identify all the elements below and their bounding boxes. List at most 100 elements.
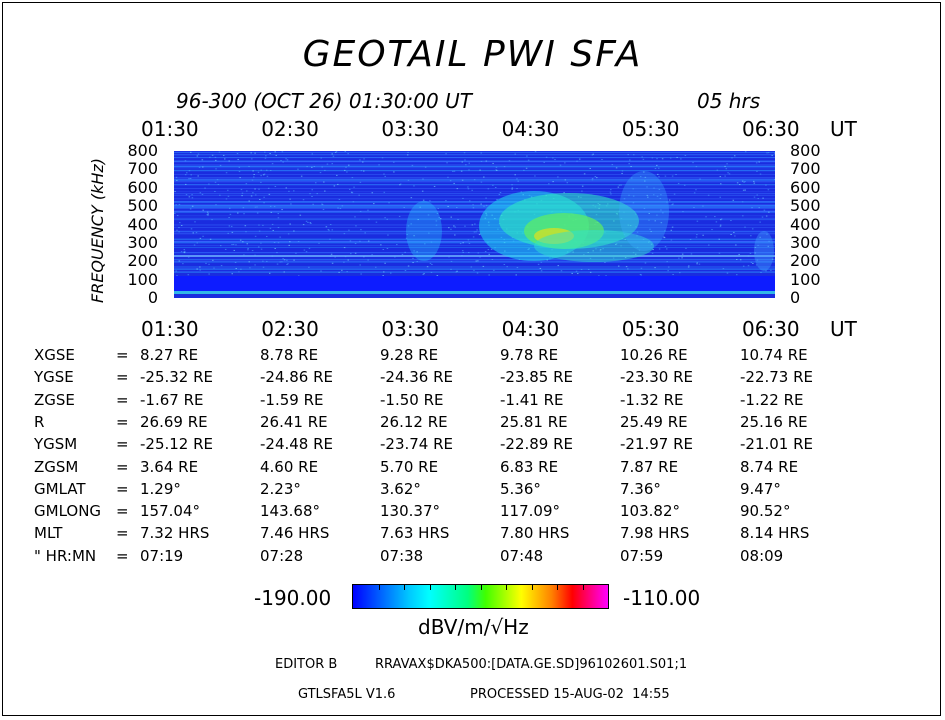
spectrogram-speckle [666, 261, 668, 263]
spectrogram-speckle [227, 232, 229, 234]
spectrogram-speckle [207, 213, 209, 215]
spectrogram-speckle [407, 225, 410, 227]
spectrogram-speckle [351, 192, 354, 194]
spectrogram-speckle [343, 261, 345, 263]
spectrogram-speckle [664, 175, 667, 177]
spectrogram-speckle [331, 262, 334, 264]
spectrogram-speckle [383, 191, 386, 193]
spectrogram-speckle [592, 153, 595, 155]
spectrogram-speckle [343, 233, 346, 235]
spectrogram-speckle [719, 224, 722, 226]
spectrogram-speckle [687, 266, 690, 268]
spectrogram-speckle [247, 249, 249, 251]
spectrogram-speckle [386, 218, 388, 220]
spectrogram-speckle [679, 272, 681, 274]
spectrogram-speckle [196, 155, 199, 157]
spectrogram-speckle [205, 262, 207, 264]
spectrogram-speckle [308, 266, 310, 268]
spectrogram-speckle [424, 243, 426, 245]
spectrogram-noise-line [174, 206, 775, 208]
spectrogram-speckle [719, 176, 722, 178]
ephemeris-label: ZGSE [34, 390, 75, 409]
spectrogram-speckle [671, 175, 674, 177]
spectrogram-speckle [473, 269, 475, 271]
spectrogram-speckle [480, 203, 482, 205]
spectrogram-speckle [287, 233, 290, 235]
spectrogram-speckle [268, 272, 271, 274]
spectrogram-speckle [693, 192, 696, 194]
spectrogram-speckle [648, 212, 650, 214]
spectrogram-speckle [468, 252, 470, 254]
spectrogram-speckle [452, 170, 454, 172]
spectrogram-speckle [757, 244, 759, 246]
spectrogram-speckle [738, 253, 740, 255]
spectrogram-speckle [627, 268, 629, 270]
spectrogram-speckle [589, 271, 592, 273]
spectrogram-speckle [627, 154, 629, 156]
spectrogram-speckle [416, 251, 418, 253]
spectrogram-speckle [722, 268, 725, 270]
spectrogram-speckle [625, 266, 628, 268]
spectrogram-speckle [289, 223, 291, 225]
spectrogram-speckle [250, 152, 252, 154]
spectrogram-speckle [598, 275, 600, 277]
spectrogram-speckle [771, 154, 773, 156]
spectrogram-speckle [198, 166, 201, 168]
spectrogram-noise-line [174, 252, 775, 254]
spectrogram-speckle [311, 195, 313, 197]
spectrogram-speckle [215, 159, 217, 161]
spectrogram-speckle [308, 247, 311, 249]
spectrogram-speckle [224, 248, 227, 250]
spectrogram-speckle [398, 215, 401, 217]
spectrogram-speckle [470, 266, 473, 268]
spectrogram-speckle [534, 175, 536, 177]
spectrogram-speckle [511, 184, 513, 186]
spectrogram-speckle [260, 181, 262, 183]
spectrogram-speckle [330, 253, 333, 255]
ephemeris-label: XGSE [34, 346, 75, 364]
spectrogram-speckle [260, 169, 262, 171]
spectrogram-speckle [219, 164, 222, 166]
spectrogram-speckle [262, 224, 264, 226]
spectrogram-speckle [725, 168, 728, 170]
spectrogram-speckle [249, 267, 251, 269]
ephemeris-value: 157.04° [140, 502, 200, 521]
spectrogram-speckle [669, 157, 672, 159]
ephemeris-value: 25.49 RE [620, 412, 688, 431]
spectrogram-speckle [436, 275, 439, 277]
spectrogram-speckle [610, 193, 612, 195]
spectrogram-speckle [260, 175, 262, 177]
spectrogram-speckle [214, 190, 216, 192]
spectrogram-noise-line [174, 184, 775, 186]
spectrogram-speckle [207, 214, 209, 216]
spectrogram-speckle [460, 170, 463, 172]
spectrogram-speckle [576, 160, 578, 162]
spectrogram-speckle [211, 219, 213, 221]
colorbar-min-label: -190.00 [254, 586, 332, 610]
spectrogram-speckle [270, 211, 273, 213]
spectrogram-speckle [580, 269, 583, 271]
spectrogram-speckle [256, 206, 258, 208]
spectrogram-speckle [237, 212, 239, 214]
ephemeris-equals: = [116, 479, 129, 498]
right-y-tick-label: 100 [790, 269, 821, 289]
spectrogram-speckle [467, 186, 469, 188]
spectrogram-speckle [739, 183, 741, 185]
spectrogram-speckle [654, 267, 656, 269]
spectrogram-speckle [354, 243, 357, 245]
spectrogram-speckle [464, 159, 466, 161]
spectrogram-speckle [457, 219, 459, 221]
footer-editor: EDITOR B [275, 657, 338, 672]
spectrogram-speckle [214, 156, 217, 158]
spectrogram-speckle [485, 204, 488, 206]
ephemeris-value: 6.83 RE [500, 457, 559, 476]
spectrogram-speckle [656, 214, 658, 216]
spectrogram-speckle [475, 231, 477, 233]
spectrogram-speckle [630, 166, 632, 168]
spectrogram-speckle [277, 213, 280, 215]
spectrogram-speckle [293, 259, 295, 261]
emission-region [619, 171, 669, 251]
ephemeris-label: GMLONG [34, 502, 102, 521]
spectrogram-speckle [750, 235, 752, 237]
right-y-tick-label: 500 [790, 196, 821, 216]
